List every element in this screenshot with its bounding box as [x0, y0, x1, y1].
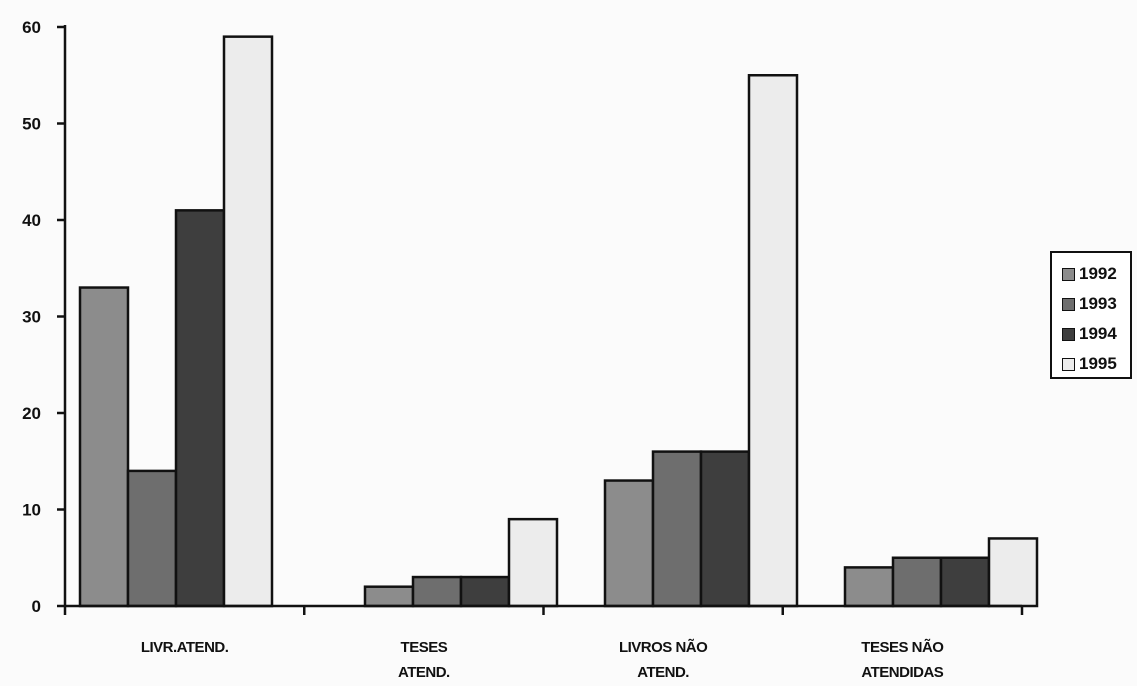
legend-item-1995: 1995 — [1062, 349, 1130, 379]
legend-label-1995: 1995 — [1079, 354, 1117, 373]
x-category-label-3-line-1: ATENDIDAS — [861, 664, 943, 681]
axes-group — [57, 25, 1024, 615]
x-category-label-1-line-0: TESES — [401, 639, 448, 656]
bar-1995-cat-3 — [987, 537, 1039, 608]
bar-1995-cat-0 — [222, 35, 274, 608]
bar-1994-cat-3 — [939, 556, 991, 608]
bar-1995-cat-1 — [507, 517, 559, 608]
x-category-label-2-line-1: ATEND. — [637, 664, 689, 681]
legend-swatch-1995 — [1062, 357, 1075, 371]
y-tick-label-20: 20 — [22, 404, 41, 423]
y-tick-label-30: 30 — [22, 308, 41, 327]
legend-label-1992: 1992 — [1079, 264, 1117, 283]
bar-1994-cat-2 — [699, 450, 751, 608]
bars-group — [78, 35, 1039, 608]
y-tick-label-0: 0 — [32, 597, 41, 616]
legend-swatch-1994 — [1062, 327, 1075, 341]
y-tick-label-60: 60 — [22, 18, 41, 37]
y-tick-label-10: 10 — [22, 501, 41, 520]
labels-group: 0 10 20 30 40 50 60 LIVR.ATEND. TESES ATEND. LIVRO… — [22, 18, 945, 681]
bar-1993-cat-1 — [411, 575, 463, 608]
x-category-label-2-line-0: LIVROS NÃO — [619, 638, 708, 656]
legend-swatch-1993 — [1062, 297, 1075, 311]
bar-1992-cat-0 — [78, 286, 130, 608]
legend-label-1994: 1994 — [1079, 324, 1117, 343]
y-tick-label-50: 50 — [22, 115, 41, 134]
bar-1995-cat-2 — [747, 74, 799, 608]
y-tick-label-40: 40 — [22, 211, 41, 230]
x-category-label-0-line-0: LIVR.ATEND. — [141, 639, 229, 656]
legend-label-1993: 1993 — [1079, 294, 1117, 313]
x-category-label-3-line-0: TESES NÃO — [861, 638, 944, 656]
bar-1994-cat-1 — [459, 575, 511, 608]
bar-1993-cat-3 — [891, 556, 943, 608]
x-category-label-1-line-1: ATEND. — [398, 664, 450, 681]
legend: 1992 1993 1994 1995 — [1050, 251, 1132, 379]
bar-1992-cat-3 — [843, 566, 895, 608]
bar-1992-cat-2 — [603, 479, 655, 608]
bar-1993-cat-2 — [651, 450, 703, 608]
bar-1994-cat-0 — [174, 209, 226, 608]
legend-item-1992: 1992 — [1062, 259, 1130, 289]
bar-1992-cat-1 — [363, 585, 415, 608]
legend-item-1994: 1994 — [1062, 319, 1130, 349]
legend-swatch-1992 — [1062, 267, 1075, 281]
bar-1993-cat-0 — [126, 469, 178, 608]
legend-item-1993: 1993 — [1062, 289, 1130, 319]
